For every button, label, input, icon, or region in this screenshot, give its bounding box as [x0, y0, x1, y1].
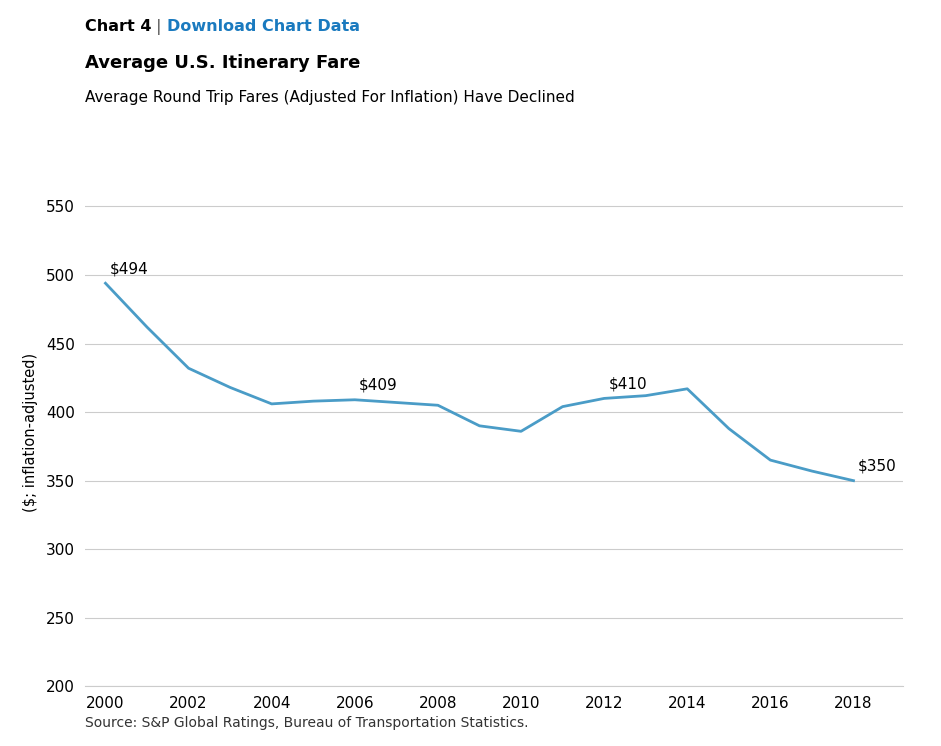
- Text: |: |: [152, 19, 167, 34]
- Text: $410: $410: [608, 377, 647, 392]
- Y-axis label: ($; inflation-adjusted): ($; inflation-adjusted): [23, 353, 38, 513]
- Text: Download Chart Data: Download Chart Data: [167, 19, 359, 34]
- Text: Average Round Trip Fares (Adjusted For Inflation) Have Declined: Average Round Trip Fares (Adjusted For I…: [85, 90, 574, 104]
- Text: Average U.S. Itinerary Fare: Average U.S. Itinerary Fare: [85, 54, 360, 72]
- Text: Chart 4: Chart 4: [85, 19, 152, 34]
- Text: $494: $494: [110, 261, 149, 276]
- Text: Source: S&P Global Ratings, Bureau of Transportation Statistics.: Source: S&P Global Ratings, Bureau of Tr…: [85, 715, 528, 730]
- Text: Chart 4 |: Chart 4 |: [85, 19, 168, 34]
- Text: $350: $350: [857, 459, 897, 474]
- Text: $409: $409: [359, 377, 398, 393]
